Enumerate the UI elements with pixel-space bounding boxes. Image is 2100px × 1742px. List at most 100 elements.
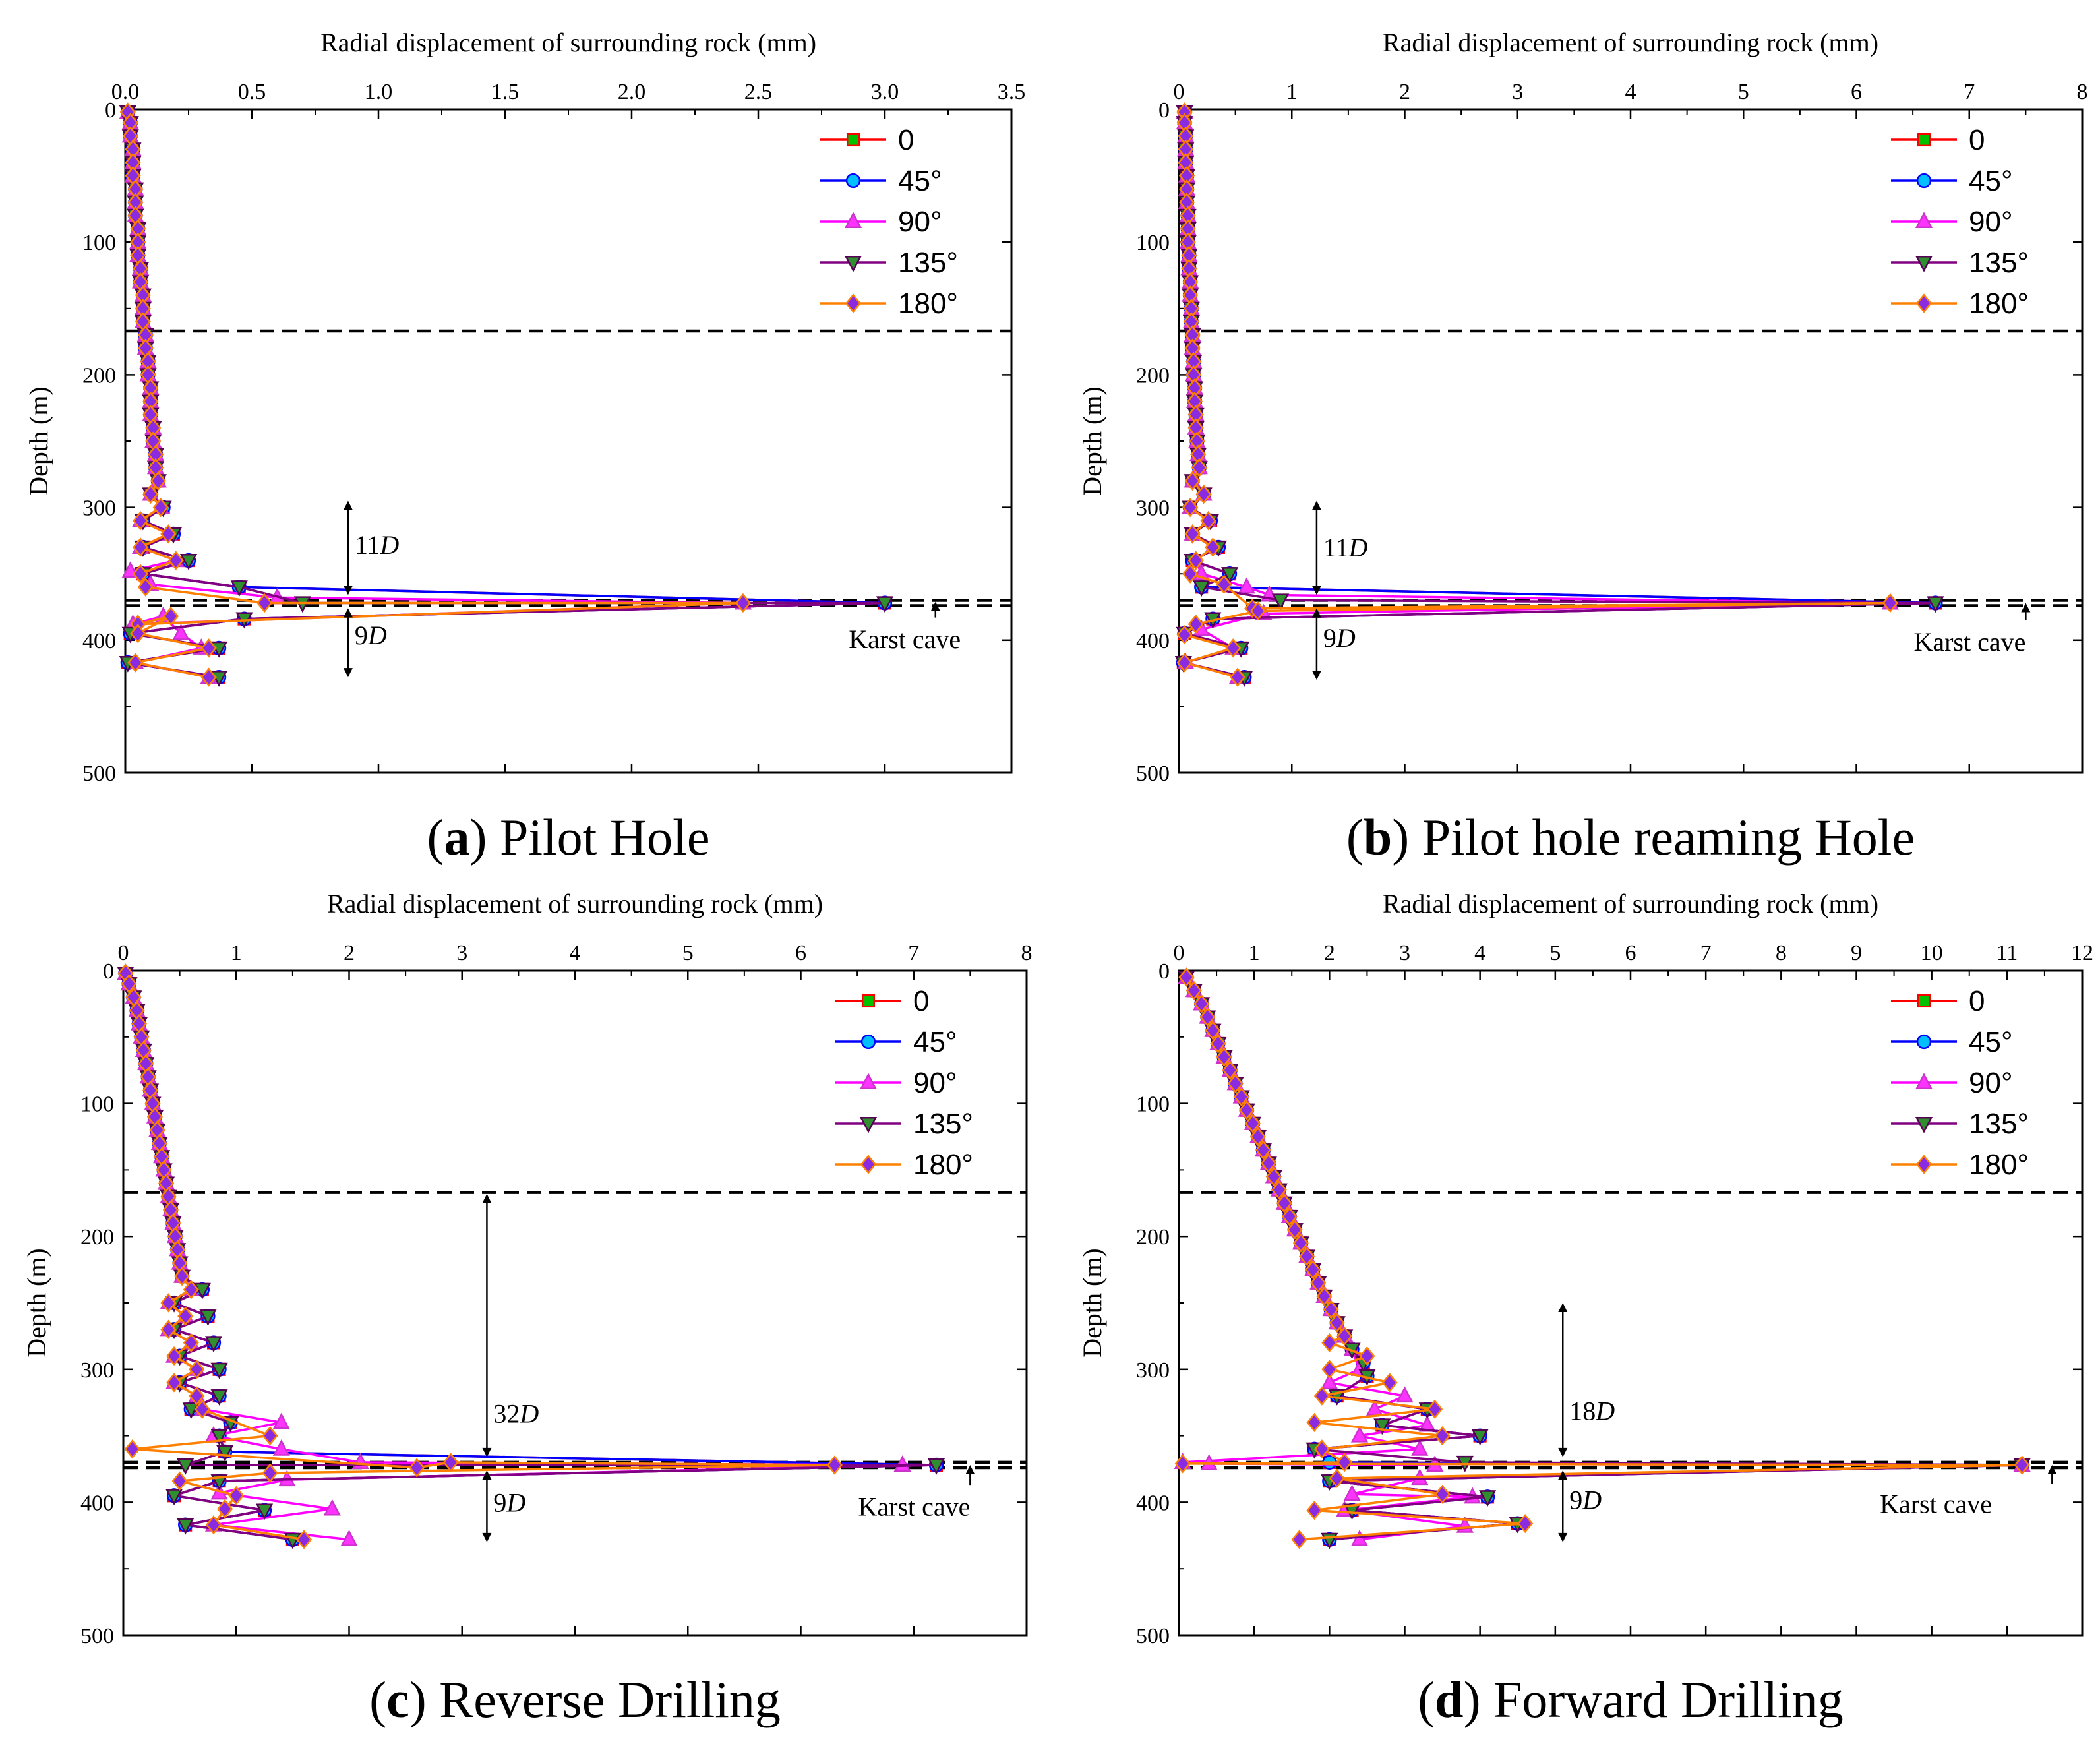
- data-point: [340, 1530, 358, 1546]
- legend-label: 45°: [1969, 165, 2013, 197]
- data-point: [1222, 1060, 1238, 1080]
- data-point: [323, 1499, 341, 1516]
- data-point: [1220, 567, 1239, 584]
- data-point: [1200, 511, 1216, 531]
- span-label: 11D: [1323, 533, 1368, 562]
- data-point: [1255, 1140, 1271, 1160]
- legend-label: 90°: [1969, 1067, 2013, 1099]
- data-point: [1321, 1373, 1338, 1390]
- data-point: [1306, 1500, 1323, 1520]
- data-point: [1195, 484, 1212, 504]
- legend-label: 0: [913, 985, 929, 1017]
- data-point: [1193, 580, 1211, 597]
- data-point: [217, 1499, 233, 1519]
- data-point: [1174, 1454, 1191, 1474]
- legend-label: 180°: [1969, 1149, 2029, 1181]
- range-arrow-head: [1311, 671, 1321, 680]
- x-tick-label: 1: [231, 941, 242, 965]
- legend-marker: [1915, 293, 1933, 313]
- data-point: [177, 1518, 195, 1535]
- y-tick-label: 0: [105, 98, 116, 123]
- data-point: [210, 1362, 228, 1379]
- data-point: [1182, 564, 1199, 584]
- x-tick-label: 3: [1512, 80, 1523, 104]
- data-point: [1329, 1313, 1345, 1333]
- x-tick-label: 9: [1851, 941, 1862, 965]
- x-tick-label: 2: [344, 941, 355, 965]
- legend: 0 45° 90° 135° 180°: [1891, 985, 2029, 1181]
- y-tick-label: 500: [82, 762, 116, 786]
- data-point: [137, 577, 154, 597]
- legend-label: 90°: [898, 206, 942, 238]
- data-point: [876, 596, 894, 613]
- y-axis-label: Depth (m): [22, 1248, 51, 1358]
- x-tick-label: 2: [1324, 941, 1335, 965]
- range-arrow-head: [1311, 500, 1321, 510]
- legend-label: 135°: [1969, 247, 2029, 279]
- data-point: [210, 1429, 228, 1446]
- x-tick-label: 1.0: [365, 80, 393, 104]
- range-arrow-head: [482, 1193, 492, 1203]
- data-point: [1517, 1514, 1534, 1534]
- legend-label: 135°: [1969, 1108, 2029, 1140]
- range-arrow-head: [1558, 1447, 1568, 1457]
- data-point: [1427, 1399, 1443, 1419]
- legend-marker: [861, 994, 876, 1008]
- span-label: 9D: [493, 1488, 525, 1518]
- y-axis-label: Depth (m): [1077, 386, 1107, 496]
- x-tick-label: 0: [118, 941, 129, 965]
- data-point: [2014, 1455, 2030, 1475]
- data-point: [1310, 1273, 1327, 1293]
- data-point: [182, 1402, 200, 1420]
- data-point: [1244, 1114, 1261, 1133]
- data-point: [1210, 1034, 1226, 1054]
- legend-marker: [860, 1034, 876, 1050]
- data-point: [1225, 638, 1242, 658]
- data-point: [1313, 1439, 1330, 1459]
- data-point: [1350, 1530, 1369, 1546]
- legend: 0 45° 90° 135° 180°: [820, 124, 958, 320]
- y-tick-label: 500: [1136, 762, 1170, 786]
- legend-marker: [859, 1073, 878, 1090]
- x-tick-label: 5: [682, 941, 694, 965]
- data-point: [165, 1346, 183, 1366]
- data-point: [735, 593, 752, 613]
- data-point: [826, 1455, 843, 1475]
- data-point: [1381, 1373, 1398, 1393]
- span-label: 9D: [1323, 623, 1356, 653]
- data-point: [256, 593, 273, 613]
- range-arrow-head: [343, 586, 353, 595]
- x-tick-label: 5: [1738, 80, 1749, 104]
- y-tick-label: 300: [1136, 1358, 1170, 1383]
- y-tick-label: 100: [1136, 1093, 1170, 1117]
- data-point: [1479, 1490, 1497, 1507]
- x-tick-label: 0: [1174, 80, 1185, 104]
- data-point: [1199, 1007, 1216, 1027]
- series-4: [117, 963, 843, 1549]
- legend-label: 180°: [898, 287, 958, 320]
- x-tick-label: 2: [1399, 80, 1410, 104]
- y-tick-label: 0: [1158, 959, 1170, 984]
- panel-c: 0 1 2 3 4 5 6 7 8 0 100 200 300 400 500 Radial displace…: [22, 889, 1033, 1728]
- legend-marker: [1915, 212, 1933, 229]
- series-4: [119, 102, 752, 687]
- data-point: [1396, 1386, 1414, 1403]
- y-tick-label: 200: [80, 1225, 114, 1249]
- panel-caption: (d) Forward Drilling: [1418, 1671, 1844, 1728]
- y-tick-label: 300: [82, 496, 116, 521]
- x-tick-label: 6: [1851, 80, 1862, 104]
- x-axis-label: Radial displacement of surrounding rock …: [1383, 28, 1878, 57]
- legend-label: 0: [1969, 985, 1985, 1017]
- data-point: [222, 1416, 239, 1433]
- data-point: [177, 1458, 195, 1475]
- y-tick-label: 0: [1158, 98, 1170, 123]
- x-axis-label: Radial displacement of surrounding rock …: [327, 889, 823, 918]
- data-point: [1336, 1453, 1353, 1472]
- legend-marker: [1917, 994, 1931, 1008]
- x-tick-label: 1: [1249, 941, 1260, 965]
- legend-marker: [1915, 255, 1933, 272]
- data-point: [1882, 593, 1898, 613]
- data-point: [1265, 1166, 1282, 1187]
